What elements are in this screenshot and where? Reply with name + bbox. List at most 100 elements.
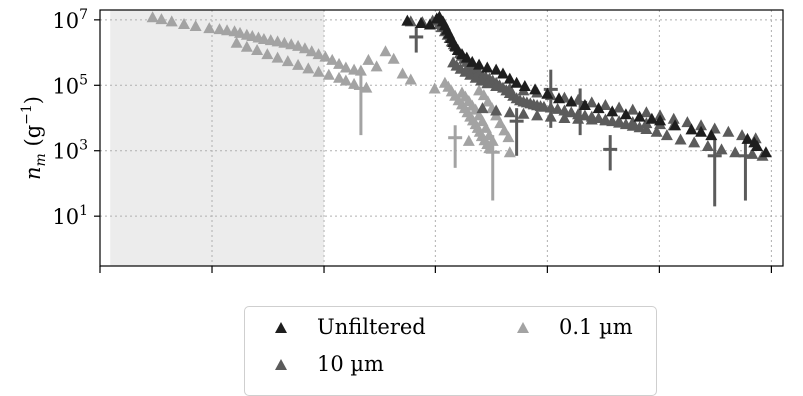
data-point — [481, 77, 494, 89]
data-point — [751, 139, 764, 151]
data-point — [370, 60, 383, 72]
data-point — [292, 58, 305, 70]
data-point — [660, 129, 673, 141]
data-point — [626, 103, 639, 115]
data-point — [165, 15, 178, 27]
data-point — [460, 51, 473, 63]
data-point — [483, 142, 496, 154]
data-point — [423, 18, 436, 30]
data-point — [305, 45, 318, 57]
data-point — [565, 95, 578, 107]
data-point — [729, 146, 742, 158]
data-point — [558, 104, 571, 116]
data-point — [481, 61, 494, 73]
y-axis-label: nm (g−1) — [19, 96, 49, 180]
legend-item-10um: 10 µm — [275, 352, 384, 376]
triangle-marker-icon — [275, 358, 287, 370]
data-point — [572, 93, 585, 105]
chart: 107 105 103 101 nm (g−1) — [19, 7, 784, 273]
data-point — [312, 48, 325, 60]
data-point — [486, 134, 499, 146]
data-point — [695, 119, 708, 131]
data-point — [415, 17, 428, 29]
data-point — [362, 53, 375, 65]
data-point — [322, 68, 335, 80]
data-point — [517, 107, 530, 119]
data-point — [285, 38, 298, 50]
data-point — [261, 48, 274, 60]
data-point — [585, 96, 598, 108]
legend-item-0-1um: 0.1 µm — [517, 315, 633, 339]
data-point — [551, 102, 564, 114]
data-point — [462, 134, 475, 146]
data-point — [503, 106, 516, 118]
data-point — [155, 13, 168, 25]
data-point — [592, 102, 605, 114]
data-point — [348, 77, 361, 89]
data-point — [271, 51, 284, 63]
data-point — [645, 112, 658, 124]
legend: Unfiltered 0.1 µm 10 µm — [244, 306, 657, 396]
data-point — [490, 104, 503, 116]
data-point — [552, 92, 565, 104]
data-point — [633, 110, 646, 122]
data-point — [387, 52, 400, 64]
data-point — [189, 19, 202, 31]
data-point — [722, 125, 735, 137]
legend-item-unfiltered: Unfiltered — [275, 315, 426, 339]
data-point — [599, 114, 612, 126]
data-point — [592, 112, 605, 124]
data-point — [544, 101, 557, 113]
data-point — [494, 117, 507, 129]
data-point — [640, 123, 653, 135]
data-point — [333, 57, 346, 69]
data-point — [599, 98, 612, 110]
data-point — [339, 74, 352, 86]
data-point — [746, 147, 759, 159]
data-point — [477, 89, 490, 101]
data-point — [503, 82, 516, 94]
data-point — [473, 58, 486, 70]
data-point — [736, 129, 749, 141]
data-point — [278, 36, 291, 48]
data-point — [251, 43, 264, 55]
legend-label: 10 µm — [317, 352, 384, 376]
data-point — [565, 106, 578, 118]
data-point — [640, 117, 653, 129]
data-point — [292, 39, 305, 51]
data-point — [654, 114, 667, 126]
data-point — [178, 17, 191, 29]
data-point — [558, 112, 571, 124]
data-point — [404, 73, 417, 85]
data-point — [606, 105, 619, 117]
data-point — [741, 132, 754, 144]
legend-label: 0.1 µm — [559, 315, 633, 339]
data-point — [518, 80, 531, 92]
data-point — [302, 62, 315, 74]
data-point — [544, 110, 557, 122]
data-point — [481, 95, 494, 107]
data-point — [234, 26, 247, 38]
data-point — [312, 65, 325, 77]
data-point — [503, 72, 516, 84]
data-point — [674, 133, 687, 145]
data-point — [401, 14, 414, 26]
data-point — [626, 116, 639, 128]
data-point — [541, 87, 554, 99]
data-point — [578, 109, 591, 121]
data-point — [466, 55, 479, 67]
data-point — [240, 40, 253, 52]
data-point — [529, 83, 542, 95]
data-point — [669, 119, 682, 131]
shaded-region — [110, 10, 325, 266]
data-point — [498, 124, 511, 136]
y-tick-label: 107 — [52, 7, 88, 33]
data-point — [510, 76, 523, 88]
data-point — [613, 115, 626, 127]
data-point — [715, 143, 728, 155]
data-point — [339, 61, 352, 73]
data-point — [271, 35, 284, 47]
y-tick-label: 101 — [52, 203, 88, 229]
data-point — [681, 116, 694, 128]
